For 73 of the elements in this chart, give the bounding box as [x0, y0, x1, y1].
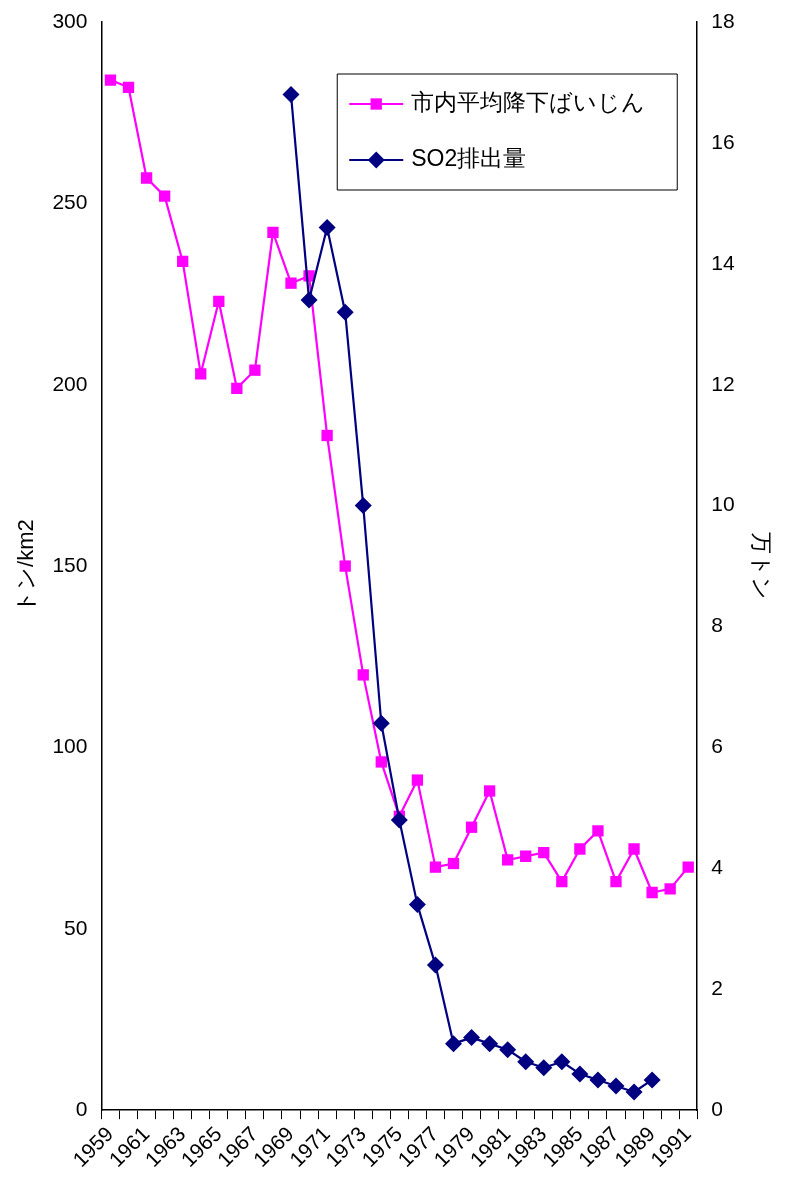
point — [517, 1053, 535, 1071]
point — [300, 291, 318, 309]
y-tick-label: 150 — [52, 552, 88, 576]
point — [502, 854, 514, 866]
point — [354, 497, 372, 515]
point — [610, 875, 622, 888]
y-tick-label: 300 — [52, 8, 88, 32]
point — [465, 821, 478, 833]
y2-tick-label: 16 — [711, 129, 735, 153]
point — [463, 1029, 481, 1047]
legend-label: 市内平均降下ばいじん — [411, 89, 646, 116]
y2-tick-label: 0 — [711, 1096, 723, 1120]
point — [520, 850, 532, 862]
y-axis-title: トン/km2 — [13, 519, 39, 613]
point — [140, 172, 153, 184]
point — [447, 857, 460, 870]
point — [625, 1083, 643, 1101]
point — [664, 883, 676, 895]
y-tick-label: 100 — [52, 734, 88, 758]
point — [339, 560, 351, 572]
point — [158, 190, 171, 202]
point — [375, 756, 387, 768]
point — [556, 875, 568, 888]
point — [282, 86, 300, 104]
legend-label: SO2排出量 — [411, 145, 527, 172]
point — [628, 843, 640, 855]
point — [589, 1071, 607, 1089]
point — [249, 364, 261, 376]
y2-tick-label: 18 — [711, 8, 735, 32]
y-tick-label: 50 — [64, 915, 88, 939]
point — [372, 714, 390, 732]
point — [285, 277, 297, 289]
y-tick-label: 200 — [52, 371, 88, 395]
point — [408, 896, 426, 914]
y2-tick-label: 12 — [711, 371, 735, 395]
point — [318, 219, 336, 237]
y2-tick-label: 14 — [711, 250, 735, 274]
point — [607, 1077, 625, 1095]
point — [357, 669, 369, 681]
point — [643, 1071, 661, 1089]
y2-tick-label: 4 — [711, 855, 724, 879]
point — [411, 774, 424, 786]
point — [321, 429, 333, 442]
point — [481, 1035, 499, 1053]
point — [390, 811, 408, 829]
point — [646, 886, 658, 899]
point — [426, 956, 444, 974]
point — [104, 74, 117, 86]
point — [213, 295, 225, 307]
point — [429, 861, 442, 873]
point — [535, 1059, 553, 1077]
point — [574, 843, 586, 855]
y2-axis-title: 万トン — [748, 532, 774, 601]
y-tick-label: 0 — [75, 1096, 88, 1120]
point — [592, 825, 604, 837]
point — [267, 226, 279, 239]
point — [483, 785, 496, 797]
point — [571, 1065, 589, 1083]
point — [538, 846, 550, 859]
y2-tick-label: 10 — [711, 492, 735, 516]
point — [195, 368, 207, 380]
point — [122, 81, 135, 93]
point — [682, 861, 694, 873]
point — [231, 382, 243, 394]
y-tick-label: 250 — [52, 190, 88, 214]
point — [553, 1053, 571, 1071]
point — [177, 255, 189, 268]
point — [445, 1035, 462, 1053]
y2-tick-label: 6 — [711, 734, 723, 758]
y2-tick-label: 8 — [711, 613, 723, 637]
point — [499, 1041, 517, 1059]
point — [336, 303, 354, 321]
y2-tick-label: 2 — [711, 976, 723, 1000]
